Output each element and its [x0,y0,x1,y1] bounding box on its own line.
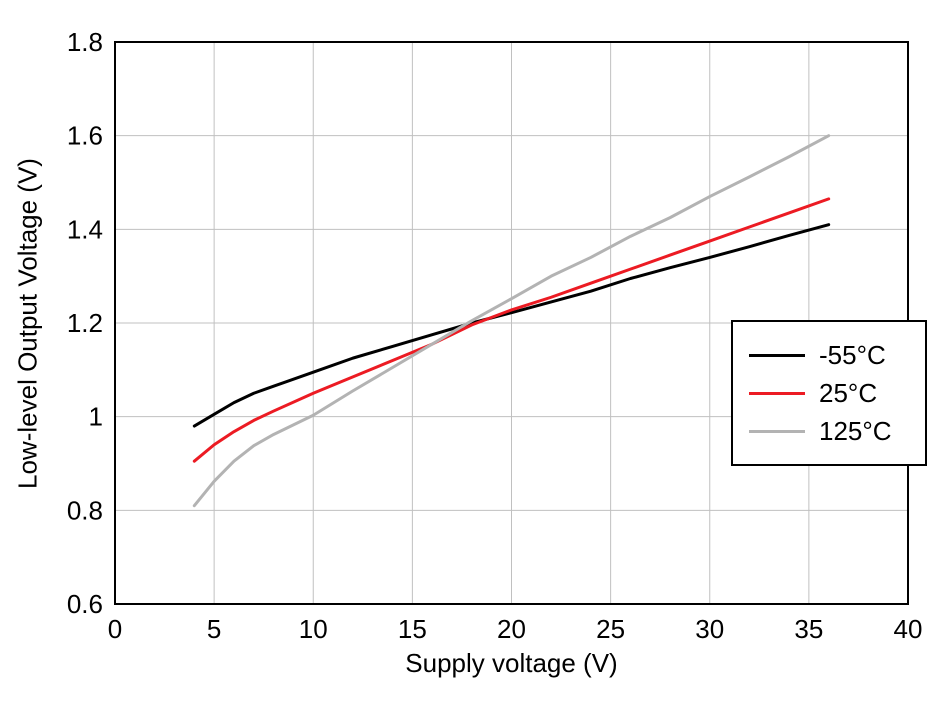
y-axis-title: Low-level Output Voltage (V) [12,158,43,489]
x-tick-label: 30 [695,614,724,644]
legend-line-swatch-minus55 [749,353,805,357]
x-tick-label: 25 [596,614,625,644]
series-line-0 [192,223,831,428]
x-tick-label: 20 [497,614,526,644]
x-tick-label: 35 [794,614,823,644]
legend-label-125: 125°C [819,415,892,446]
x-tick-label: 5 [207,614,221,644]
legend-label-25: 25°C [819,377,878,408]
legend-line-swatch-25 [749,391,805,395]
legend-item: 125°C [749,412,909,450]
x-axis-title: Supply voltage (V) [405,648,618,678]
legend-item: -55°C [749,336,909,374]
x-tick-label: 40 [894,614,923,644]
y-tick-label: 1.4 [67,214,103,244]
series-line-2 [192,134,831,508]
legend-line-swatch-125 [749,429,805,433]
y-tick-label: 1.8 [67,27,103,57]
y-tick-label: 1.6 [67,121,103,151]
x-tick-label: 0 [108,614,122,644]
x-tick-label: 10 [299,614,328,644]
y-tick-label: 0.6 [67,589,103,619]
y-tick-label: 0.8 [67,495,103,525]
legend-item: 25°C [749,374,909,412]
y-tick-label: 1 [89,402,103,432]
y-tick-label: 1.2 [67,308,103,338]
legend: -55°C 25°C 125°C [731,320,927,466]
legend-label-minus55: -55°C [819,339,886,370]
x-tick-label: 15 [398,614,427,644]
series-line-1 [192,197,831,463]
